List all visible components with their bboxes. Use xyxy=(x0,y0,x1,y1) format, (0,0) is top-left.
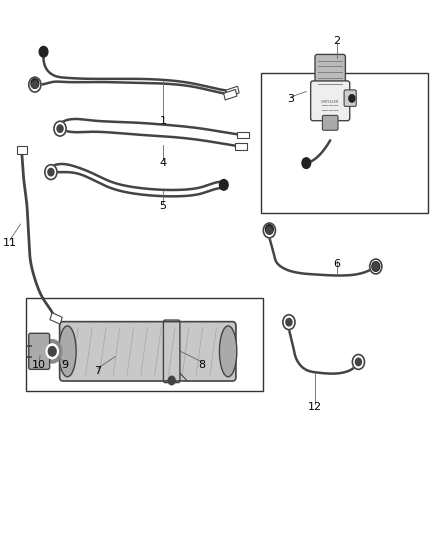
Circle shape xyxy=(31,79,39,88)
Circle shape xyxy=(352,354,364,369)
Text: 12: 12 xyxy=(308,402,322,412)
Circle shape xyxy=(48,346,56,356)
Circle shape xyxy=(302,158,311,168)
Bar xyxy=(50,313,62,324)
Text: 8: 8 xyxy=(198,360,205,369)
Text: 5: 5 xyxy=(159,200,166,211)
Bar xyxy=(226,86,239,97)
Circle shape xyxy=(168,376,175,385)
Text: ━━━━━━━: ━━━━━━━ xyxy=(321,104,339,108)
Circle shape xyxy=(372,262,380,271)
Circle shape xyxy=(48,168,54,176)
Circle shape xyxy=(29,77,41,92)
Text: 2: 2 xyxy=(333,36,340,46)
Circle shape xyxy=(45,165,57,180)
FancyBboxPatch shape xyxy=(29,333,49,369)
FancyBboxPatch shape xyxy=(60,321,236,381)
Circle shape xyxy=(370,259,382,274)
Circle shape xyxy=(39,46,48,57)
Text: 9: 9 xyxy=(62,360,69,369)
Bar xyxy=(237,132,249,139)
Circle shape xyxy=(57,125,63,132)
FancyBboxPatch shape xyxy=(311,81,350,120)
Text: 6: 6 xyxy=(333,259,340,269)
Bar xyxy=(26,298,263,391)
FancyBboxPatch shape xyxy=(322,115,338,130)
Circle shape xyxy=(266,227,272,234)
Text: 7: 7 xyxy=(94,366,101,376)
Text: 11: 11 xyxy=(3,238,17,248)
Circle shape xyxy=(265,224,273,234)
Circle shape xyxy=(32,81,38,88)
Text: 4: 4 xyxy=(159,158,166,168)
Text: 3: 3 xyxy=(288,94,295,104)
Circle shape xyxy=(283,315,295,329)
Bar xyxy=(224,90,237,100)
Circle shape xyxy=(286,318,292,326)
Text: ━━━━━━━: ━━━━━━━ xyxy=(321,109,339,112)
Ellipse shape xyxy=(59,326,76,377)
Circle shape xyxy=(46,344,58,359)
Circle shape xyxy=(42,340,62,363)
Circle shape xyxy=(373,263,379,270)
Circle shape xyxy=(355,358,361,366)
Bar xyxy=(235,143,247,150)
Text: 1: 1 xyxy=(159,116,166,126)
Circle shape xyxy=(54,121,66,136)
Circle shape xyxy=(349,95,355,102)
Bar xyxy=(261,73,428,214)
Text: 10: 10 xyxy=(32,360,46,369)
Circle shape xyxy=(263,223,276,238)
Ellipse shape xyxy=(219,326,237,377)
Circle shape xyxy=(219,180,228,190)
Bar xyxy=(17,146,27,154)
Text: CHRYSLER: CHRYSLER xyxy=(321,100,339,104)
FancyBboxPatch shape xyxy=(315,54,346,89)
FancyBboxPatch shape xyxy=(344,90,356,107)
